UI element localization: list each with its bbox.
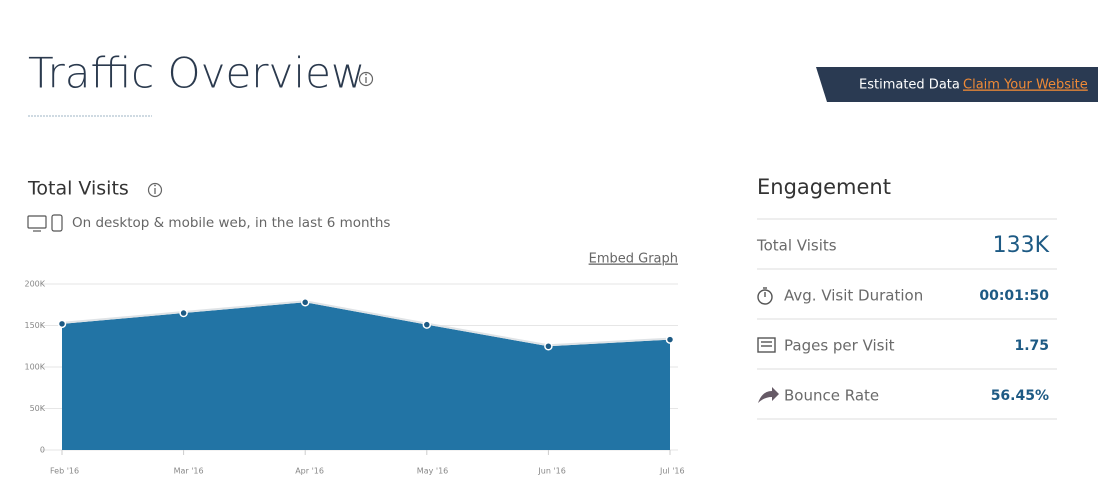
x-tick-label: May '16 <box>417 467 448 476</box>
metric-label: Bounce Rate <box>784 387 879 405</box>
engagement-rows: Total Visits 133K Avg. Visit Duration 00:01… <box>756 233 1057 420</box>
x-tick-label: Jun '16 <box>537 467 565 476</box>
chart-title: Total Visits <box>27 178 129 200</box>
bounce-icon <box>758 387 779 403</box>
metric-label: Pages per Visit <box>784 337 895 355</box>
stopwatch-icon <box>757 287 773 305</box>
y-tick-label: 150K <box>24 321 45 330</box>
estimate-banner <box>816 67 1098 102</box>
x-tick-label: Mar '16 <box>174 467 204 476</box>
metric-value: 1.75 <box>1014 338 1049 354</box>
y-tick-label: 100K <box>24 363 45 372</box>
y-tick-label: 50K <box>30 404 46 413</box>
embed-link[interactable]: Embed Graph <box>589 252 678 267</box>
metric-label: Total Visits <box>756 237 837 255</box>
plot: 0 50K 100K 150K 200K Feb '16 Mar '16 Apr '16 May… <box>24 280 684 476</box>
data-point <box>179 308 188 318</box>
y-tick-label: 200K <box>24 280 45 289</box>
data-point <box>544 342 553 351</box>
area-line <box>61 300 671 347</box>
chart-subtitle: On desktop & mobile web, in the last 6 m… <box>72 215 390 231</box>
banner-text: Estimated Data <box>859 78 960 93</box>
area <box>62 302 670 450</box>
data-point <box>300 298 310 307</box>
metric-label: Avg. Visit Duration <box>784 287 923 305</box>
pages-icon <box>757 337 776 353</box>
info-icon[interactable] <box>147 182 163 198</box>
metric-value: 56.45% <box>991 388 1049 404</box>
claim-link[interactable]: Claim Your Website <box>963 78 1088 93</box>
metric-value: 00:01:50 <box>979 288 1049 304</box>
device-icons <box>27 214 63 232</box>
x-tick-label: Feb '16 <box>50 467 79 476</box>
x-tick-label: Apr '16 <box>295 467 324 476</box>
info-icon[interactable] <box>358 71 374 87</box>
x-tick-label: Jul '16 <box>659 467 685 476</box>
data-point <box>422 320 432 329</box>
engagement-title: Engagement <box>757 175 891 199</box>
data-point <box>665 335 675 344</box>
data-point <box>57 319 67 329</box>
page-title: Traffic Overview <box>28 49 365 98</box>
y-tick-label: 0 <box>40 446 45 455</box>
metric-value: 133K <box>993 233 1050 258</box>
